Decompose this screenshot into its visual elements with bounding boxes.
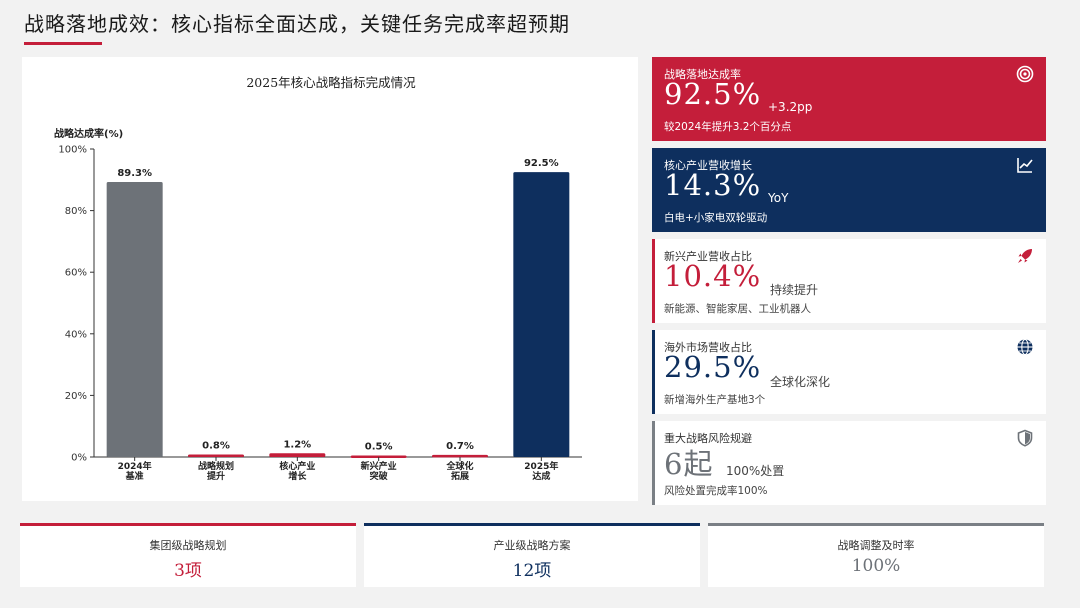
bar-data-label: 89.3% — [117, 168, 152, 179]
target-icon — [1016, 65, 1034, 83]
summary-topline — [20, 523, 356, 526]
kpi-label: 战略落地达成率 — [664, 68, 741, 81]
summary-box-group-plans: 集团级战略规划 3项 — [20, 523, 356, 587]
summary-value: 3项 — [174, 561, 202, 581]
kpi-extra: 100%处置 — [726, 464, 785, 478]
kpi-sub: 风险处置完成率100% — [664, 485, 768, 497]
y-tick-label: 100% — [58, 145, 87, 156]
summary-topline — [708, 523, 1044, 526]
bar-data-label: 0.8% — [202, 441, 230, 452]
accent-bar — [652, 330, 655, 414]
accent-bar — [652, 239, 655, 323]
x-tick-label: 核心产业 — [279, 460, 315, 472]
title-underline — [24, 42, 102, 45]
page-title: 战略落地成效：核心指标全面达成，关键任务完成率超预期 — [24, 12, 570, 36]
summary-value: 100% — [851, 556, 901, 576]
x-tick-label: 提升 — [207, 470, 225, 482]
summary-label: 产业级战略方案 — [493, 539, 571, 552]
summary-value: 12项 — [512, 561, 552, 581]
kpi-value: 10.4% — [664, 259, 762, 293]
bar-1 — [188, 454, 244, 458]
kpi-card-emerging-share: 新兴产业营收占比 10.4% 持续提升 新能源、智能家居、工业机器人 — [652, 239, 1046, 323]
x-tick-label: 增长 — [288, 470, 307, 482]
summary-topline — [364, 523, 700, 526]
x-tick-label: 新兴产业 — [361, 460, 397, 472]
kpi-value: 29.5% — [664, 350, 762, 384]
x-tick-label: 全球化 — [445, 460, 473, 472]
rocket-icon — [1018, 249, 1032, 263]
x-tick-label: 2024年 — [118, 460, 152, 472]
x-tick-label: 突破 — [370, 470, 389, 482]
kpi-label: 核心产业营收增长 — [664, 159, 752, 172]
shield-icon — [1017, 429, 1033, 447]
y-tick-label: 60% — [65, 268, 87, 279]
chart-title: 2025年核心战略指标完成情况 — [246, 75, 416, 90]
bar-4 — [432, 454, 488, 458]
kpi-extra: 持续提升 — [770, 283, 819, 297]
bar-data-label: 0.5% — [365, 441, 393, 452]
y-tick-label: 40% — [65, 329, 87, 340]
kpi-label: 重大战略风险规避 — [664, 432, 752, 445]
kpi-card-core-revenue-growth: 核心产业营收增长 14.3% YoY 白电+小家电双轮驱动 — [652, 148, 1046, 232]
y-axis-label: 战略达成率(%) — [54, 127, 123, 140]
x-tick-label: 2025年 — [524, 460, 558, 472]
summary-box-industry-plans: 产业级战略方案 12项 — [364, 523, 700, 587]
bar-data-label: 0.7% — [446, 441, 474, 452]
y-tick-label: 20% — [65, 391, 87, 402]
summary-box-adjustment-rate: 战略调整及时率 100% — [708, 523, 1044, 587]
globe-icon — [1017, 338, 1033, 356]
kpi-sub: 新能源、智能家居、工业机器人 — [664, 303, 811, 315]
x-tick-label: 战略规划 — [198, 460, 234, 472]
kpi-card-achievement-rate: 战略落地达成率 92.5% +3.2pp 较2024年提升3.2个百分点 — [652, 57, 1046, 141]
kpi-extra: 全球化深化 — [770, 375, 831, 389]
bar-data-label: 92.5% — [524, 158, 559, 169]
chart-panel: 2025年核心战略指标完成情况战略达成率(%) 0% 20% 40% 60% 80% 100… — [22, 57, 638, 501]
kpi-card-overseas-share: 海外市场营收占比 29.5% 全球化深化 新增海外生产基地3个 — [652, 330, 1046, 414]
kpi-sub: 白电+小家电双轮驱动 — [664, 212, 768, 224]
y-tick-label: 0% — [71, 453, 87, 464]
y-tick-label: 80% — [65, 206, 87, 217]
kpi-label: 新兴产业营收占比 — [664, 250, 752, 263]
kpi-sub: 较2024年提升3.2个百分点 — [664, 121, 792, 133]
x-tick-label: 达成 — [532, 470, 550, 482]
summary-label: 战略调整及时率 — [837, 539, 915, 552]
bar-2 — [269, 453, 326, 457]
bar-data-label: 1.2% — [283, 439, 311, 450]
kpi-card-risk-avoidance: 重大战略风险规避 6起 100%处置 风险处置完成率100% — [652, 421, 1046, 505]
bar-0 — [106, 181, 163, 457]
x-tick-label: 拓展 — [451, 470, 469, 482]
kpi-label: 海外市场营收占比 — [664, 341, 752, 354]
summary-label: 集团级战略规划 — [149, 539, 227, 552]
kpi-value: 14.3% — [664, 168, 762, 202]
kpi-sub: 新增海外生产基地3个 — [664, 394, 766, 406]
accent-bar — [652, 421, 655, 505]
bar-3 — [350, 455, 407, 458]
line-chart-icon — [1017, 158, 1033, 173]
bar-5 — [513, 172, 570, 457]
kpi-value: 6起 — [664, 447, 714, 481]
kpi-extra: +3.2pp — [768, 100, 813, 114]
x-tick-label: 基准 — [125, 470, 144, 482]
kpi-value: 92.5% — [664, 77, 762, 111]
kpi-extra: YoY — [768, 191, 789, 205]
